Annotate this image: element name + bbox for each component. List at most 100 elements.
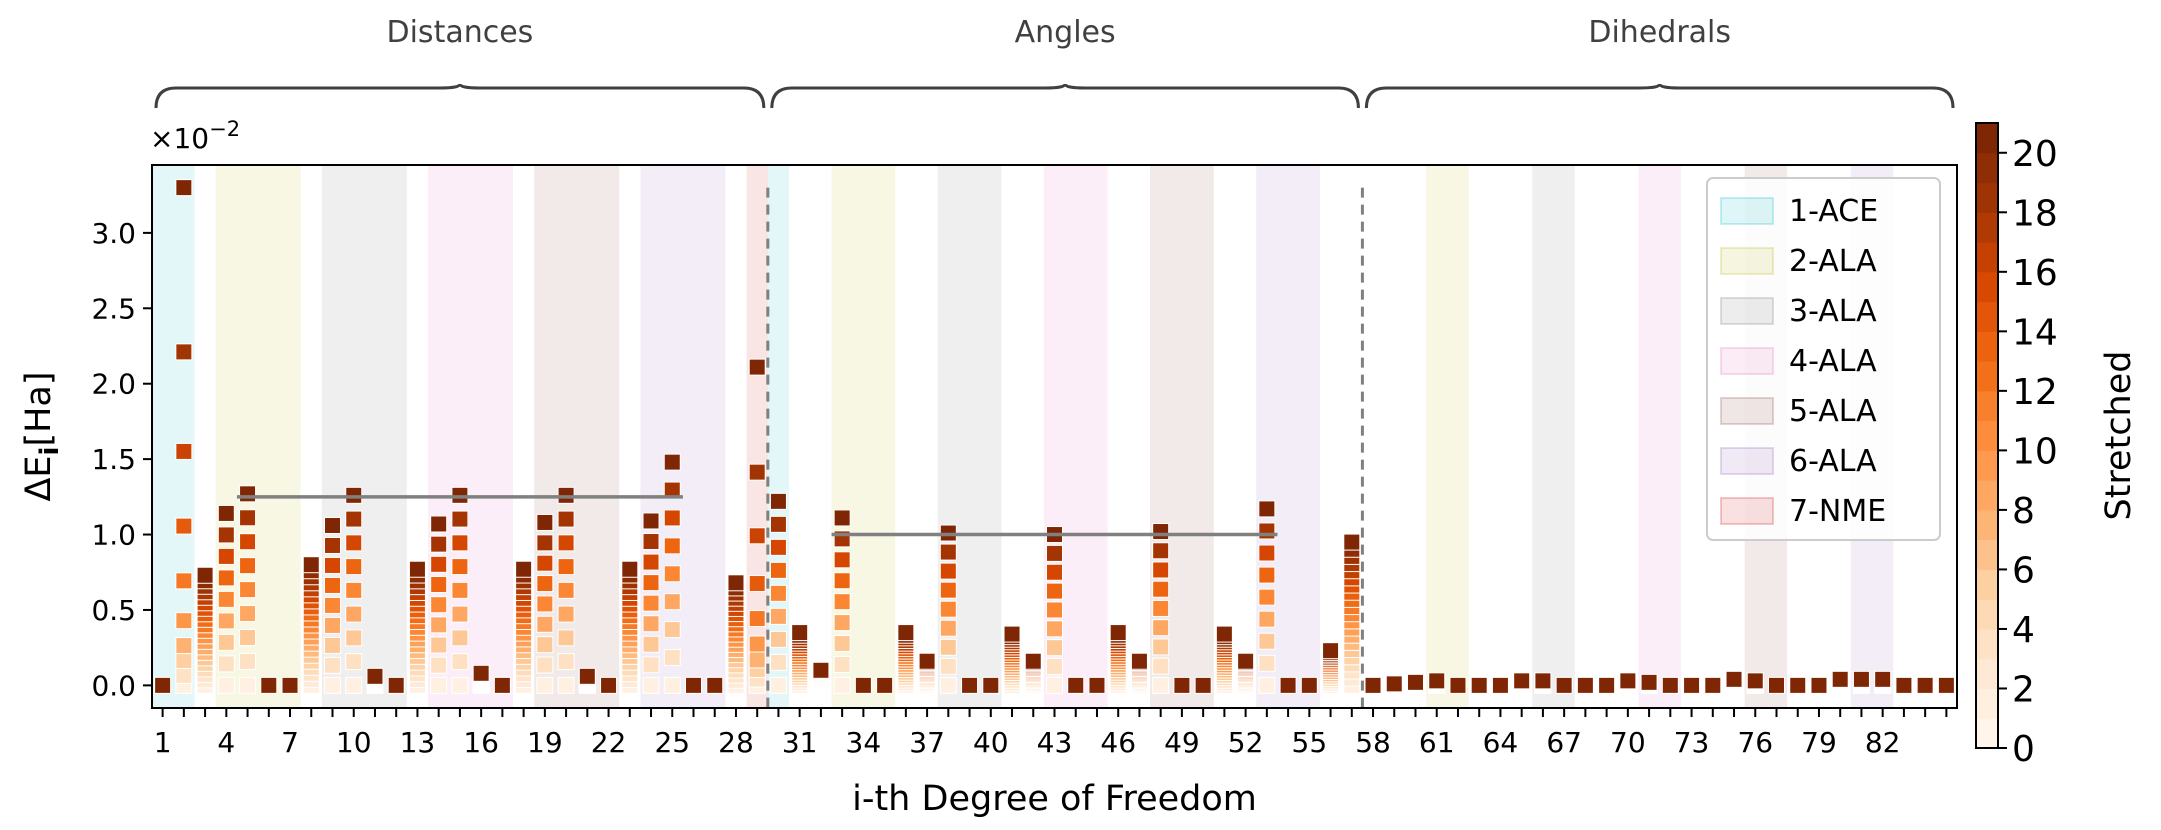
data-marker (1258, 632, 1276, 650)
data-marker (642, 512, 660, 530)
data-marker (1152, 561, 1170, 579)
data-marker (175, 572, 193, 590)
legend-swatch (1720, 447, 1774, 475)
y-tick-label: 3.0 (91, 217, 136, 250)
data-marker (578, 667, 596, 685)
data-marker (769, 630, 787, 648)
data-marker (1789, 676, 1807, 694)
colorbar-bin (1976, 182, 1998, 213)
data-marker (1407, 673, 1424, 691)
data-marker (1152, 580, 1170, 598)
data-marker (769, 515, 787, 533)
data-marker (1598, 676, 1616, 694)
colorbar-bin (1976, 271, 1998, 303)
data-marker (642, 533, 660, 551)
data-marker (663, 509, 681, 527)
x-tick-label: 49 (1164, 726, 1200, 759)
data-marker (642, 676, 660, 694)
data-marker (536, 615, 554, 633)
y-label-subscript: i (35, 447, 65, 456)
data-marker (239, 605, 257, 623)
data-marker (217, 655, 235, 673)
data-marker (1152, 638, 1170, 656)
data-marker (769, 538, 787, 556)
data-marker (833, 614, 851, 632)
data-marker (430, 676, 448, 694)
data-marker (982, 676, 1000, 694)
data-marker (430, 555, 448, 573)
data-marker (769, 607, 787, 625)
data-marker (663, 453, 681, 471)
data-marker (451, 581, 469, 599)
data-marker (239, 628, 257, 646)
residue-band-2-ALA (1426, 165, 1469, 708)
section-brace (770, 83, 1360, 109)
data-marker (281, 676, 299, 694)
data-marker (663, 593, 681, 611)
data-marker (685, 676, 702, 694)
legend-swatch (1720, 497, 1774, 525)
data-marker (1258, 566, 1276, 584)
data-marker (451, 510, 469, 528)
colorbar-tick-label: 10 (2012, 431, 2058, 472)
x-tick-label: 1 (154, 726, 172, 759)
data-marker (642, 635, 660, 653)
data-marker (939, 676, 957, 694)
data-marker (621, 560, 639, 578)
data-marker (557, 605, 575, 623)
data-marker (600, 676, 618, 694)
data-marker (260, 676, 278, 694)
data-marker (876, 676, 894, 694)
data-marker (1661, 676, 1679, 694)
data-marker (1173, 676, 1191, 694)
data-marker (939, 543, 957, 561)
data-marker (1046, 563, 1063, 581)
data-marker (748, 610, 766, 628)
residue-band-5-ALA (1150, 165, 1214, 708)
data-marker (1300, 676, 1318, 694)
section-brace (154, 83, 766, 109)
data-marker (1130, 652, 1148, 670)
colorbar-bin (1976, 242, 1998, 273)
data-marker (302, 556, 320, 574)
legend-entry: 1-ACE (1789, 194, 1878, 229)
data-marker (430, 515, 448, 533)
data-marker (239, 676, 257, 694)
data-marker (1491, 676, 1509, 694)
colorbar-bin (1976, 301, 1998, 332)
legend-entry: 7-NME (1789, 494, 1886, 529)
data-marker (451, 534, 469, 552)
colorbar-bin (1976, 361, 1998, 392)
data-marker (239, 581, 257, 599)
data-marker (1046, 544, 1063, 562)
data-marker (706, 676, 724, 694)
data-marker (430, 576, 448, 594)
data-marker (536, 656, 554, 674)
data-marker (748, 651, 766, 669)
data-marker (1215, 625, 1233, 643)
data-marker (175, 442, 193, 460)
data-marker (217, 590, 235, 608)
legend-swatch (1720, 197, 1774, 225)
x-tick-label: 7 (281, 726, 299, 759)
y-axis: 0.0 0.5 1.0 1.5 2.0 2.5 3.0 ×10−2 ΔEi[Ha] (19, 117, 240, 702)
legend-box (1706, 177, 1941, 541)
section-brace (1364, 83, 1955, 109)
data-marker (748, 527, 766, 545)
data-marker (642, 656, 660, 674)
colorbar: 0 2 4 6 8 10 12 14 16 18 20 Stretched (1975, 122, 2139, 770)
data-marker (324, 676, 341, 694)
data-marker (196, 566, 214, 584)
legend-swatch (1720, 247, 1774, 275)
colorbar-bin (1976, 212, 1998, 243)
data-marker (324, 536, 341, 554)
legend: 1-ACE 2-ALA 3-ALA 4-ALA 5-ALA 6-ALA 7-NME (1706, 177, 1941, 541)
data-marker (1343, 533, 1361, 551)
data-marker (642, 615, 660, 633)
data-marker (1258, 544, 1276, 562)
data-marker (345, 629, 363, 647)
y-axis-label: ΔEi[Ha] (19, 371, 65, 501)
x-tick-label: 13 (400, 726, 436, 759)
residue-band-3-ALA (1532, 165, 1575, 708)
